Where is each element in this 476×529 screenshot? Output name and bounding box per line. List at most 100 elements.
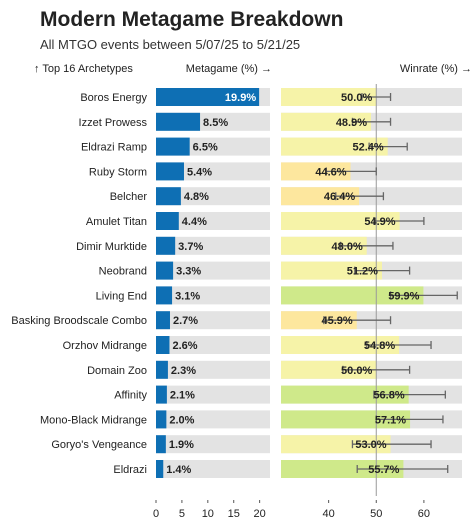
- metagame-tick-label: 5: [179, 508, 185, 520]
- winrate-tick-label: 40: [323, 508, 335, 520]
- winrate-bar: [281, 162, 351, 181]
- metagame-value-label: 2.1%: [170, 390, 195, 402]
- winrate-bar: [281, 286, 424, 305]
- metagame-bar: [156, 336, 170, 354]
- metagame-value-label: 3.7%: [178, 241, 203, 253]
- metagame-bar: [156, 162, 184, 181]
- archetype-label: Neobrand: [99, 266, 147, 278]
- metagame-bar: [156, 385, 167, 404]
- metagame-value-label: 6.5%: [193, 142, 218, 154]
- metagame-bar: [156, 435, 166, 454]
- metagame-track: [156, 236, 270, 255]
- archetype-label: Eldrazi: [113, 464, 147, 476]
- archetype-label: Domain Zoo: [87, 365, 147, 377]
- winrate-value-label: 50.0%: [341, 92, 372, 104]
- archetypes-header: ↑ Top 16 Archetypes: [34, 63, 133, 75]
- metagame-track: [156, 336, 270, 354]
- winrate-bar: [281, 137, 388, 156]
- metagame-track: [156, 410, 270, 429]
- winrate-bar: [281, 187, 360, 206]
- winrate-bar: [281, 460, 404, 478]
- metagame-tick-label: 20: [254, 508, 266, 520]
- metagame-track: [156, 187, 270, 206]
- chart-subtitle: All MTGO events between 5/07/25 to 5/21/…: [40, 37, 301, 52]
- metagame-value-label: 19.9%: [225, 92, 256, 104]
- winrate-bar: [281, 336, 400, 354]
- metagame-bar: [156, 212, 179, 230]
- metagame-bar: [156, 460, 164, 478]
- archetype-label: Basking Broodscale Combo: [11, 315, 147, 327]
- metagame-tick-label: 10: [202, 508, 214, 520]
- winrate-value-label: 48.9%: [336, 117, 367, 129]
- archetype-label: Ruby Storm: [89, 166, 147, 178]
- metagame-track: [156, 385, 270, 404]
- archetype-label: Orzhov Midrange: [63, 340, 147, 352]
- metagame-bar: [156, 360, 168, 379]
- winrate-bar: [281, 236, 367, 255]
- metagame-track: [156, 460, 270, 478]
- archetype-label: Eldrazi Ramp: [81, 142, 147, 154]
- metagame-bar: [156, 410, 167, 429]
- metagame-value-label: 3.1%: [175, 290, 200, 302]
- metagame-bar: [156, 311, 170, 330]
- metagame-value-label: 2.7%: [173, 315, 198, 327]
- winrate-value-label: 48.0%: [332, 241, 363, 253]
- metagame-bar: [156, 236, 176, 255]
- archetype-label: Mono-Black Midrange: [40, 414, 147, 426]
- metagame-value-label: 2.6%: [172, 340, 197, 352]
- winrate-value-label: 59.9%: [388, 290, 419, 302]
- metagame-value-label: 1.9%: [169, 439, 194, 451]
- winrate-bar: [281, 410, 411, 429]
- archetype-label: Dimir Murktide: [76, 241, 147, 253]
- metagame-tick-label: 0: [153, 508, 159, 520]
- winrate-axis-header: Winrate (%) →: [399, 63, 472, 75]
- metagame-bar: [156, 88, 260, 106]
- winrate-bar: [281, 435, 391, 454]
- metagame-bar: [156, 286, 173, 305]
- winrate-value-label: 54.8%: [364, 340, 395, 352]
- archetype-label: Living End: [96, 290, 147, 302]
- archetype-label: Boros Energy: [80, 92, 147, 104]
- metagame-track: [156, 261, 270, 280]
- winrate-value-label: 44.6%: [315, 166, 346, 178]
- metagame-track: [156, 162, 270, 181]
- metagame-value-label: 2.3%: [171, 365, 196, 377]
- winrate-value-label: 52.4%: [352, 142, 383, 154]
- metagame-value-label: 2.0%: [169, 414, 194, 426]
- winrate-tick-label: 60: [418, 508, 430, 520]
- winrate-bar: [281, 88, 377, 106]
- winrate-bar: [281, 112, 372, 131]
- winrate-value-label: 51.2%: [347, 266, 378, 278]
- metagame-track: [156, 435, 270, 454]
- metagame-axis-header: Metagame (%) →: [185, 63, 272, 75]
- winrate-value-label: 56.8%: [373, 390, 404, 402]
- archetype-label: Belcher: [110, 191, 148, 203]
- winrate-bar: [281, 360, 377, 379]
- metagame-track: [156, 311, 270, 330]
- winrate-value-label: 46.4%: [324, 191, 355, 203]
- metagame-bar: [156, 137, 190, 156]
- archetype-label: Affinity: [114, 390, 147, 402]
- metagame-value-label: 1.4%: [166, 464, 191, 476]
- metagame-value-label: 3.3%: [176, 266, 201, 278]
- metagame-track: [156, 286, 270, 305]
- winrate-bar: [281, 212, 400, 230]
- winrate-value-label: 54.9%: [364, 216, 395, 228]
- winrate-value-label: 50.0%: [341, 365, 372, 377]
- archetype-label: Izzet Prowess: [79, 117, 148, 129]
- winrate-value-label: 45.9%: [322, 315, 353, 327]
- archetype-label: Goryo's Vengeance: [51, 439, 147, 451]
- winrate-value-label: 55.7%: [368, 464, 399, 476]
- metagame-tick-label: 15: [228, 508, 240, 520]
- metagame-bar: [156, 261, 174, 280]
- metagame-value-label: 4.4%: [182, 216, 207, 228]
- winrate-value-label: 57.1%: [375, 414, 406, 426]
- metagame-value-label: 5.4%: [187, 166, 212, 178]
- winrate-bar: [281, 261, 382, 280]
- metagame-value-label: 4.8%: [184, 191, 209, 203]
- winrate-value-label: 53.0%: [355, 439, 386, 451]
- metagame-bar: [156, 187, 181, 206]
- archetype-label: Amulet Titan: [86, 216, 147, 228]
- winrate-bar: [281, 311, 357, 330]
